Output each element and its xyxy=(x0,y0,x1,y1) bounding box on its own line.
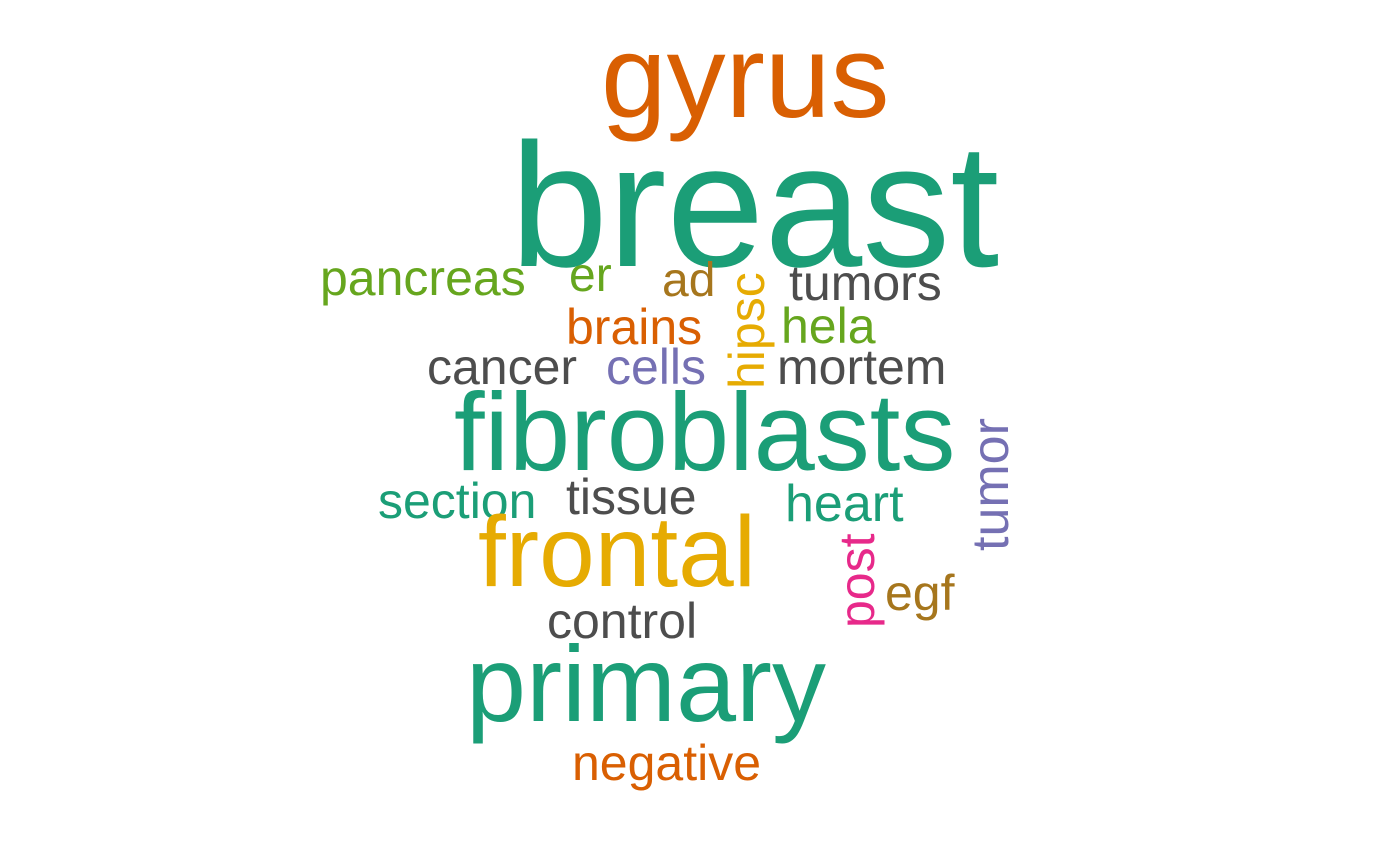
word-pancreas: pancreas xyxy=(320,250,526,306)
word-fibroblasts: fibroblasts xyxy=(454,371,956,494)
word-mortem: mortem xyxy=(777,339,947,395)
word-control: control xyxy=(547,593,698,649)
word-egf: egf xyxy=(885,565,955,621)
word-hela: hela xyxy=(781,298,876,354)
word-post: post xyxy=(829,533,885,628)
word-tumors: tumors xyxy=(789,255,942,311)
word-tumor: tumor xyxy=(962,418,1020,551)
word-primary: primary xyxy=(466,623,827,744)
word-section: section xyxy=(378,473,537,529)
word-breast: breast xyxy=(510,108,1000,304)
word-ad: ad xyxy=(662,254,716,307)
word-frontal: frontal xyxy=(478,496,756,608)
word-heart: heart xyxy=(785,475,904,533)
word-tissue: tissue xyxy=(566,469,697,525)
word-er: er xyxy=(569,249,612,302)
word-gyrus: gyrus xyxy=(601,11,890,143)
word-negative: negative xyxy=(572,735,762,791)
word-brains: brains xyxy=(566,299,703,355)
word-cancer: cancer xyxy=(427,339,578,395)
word-cells: cells xyxy=(606,339,707,395)
